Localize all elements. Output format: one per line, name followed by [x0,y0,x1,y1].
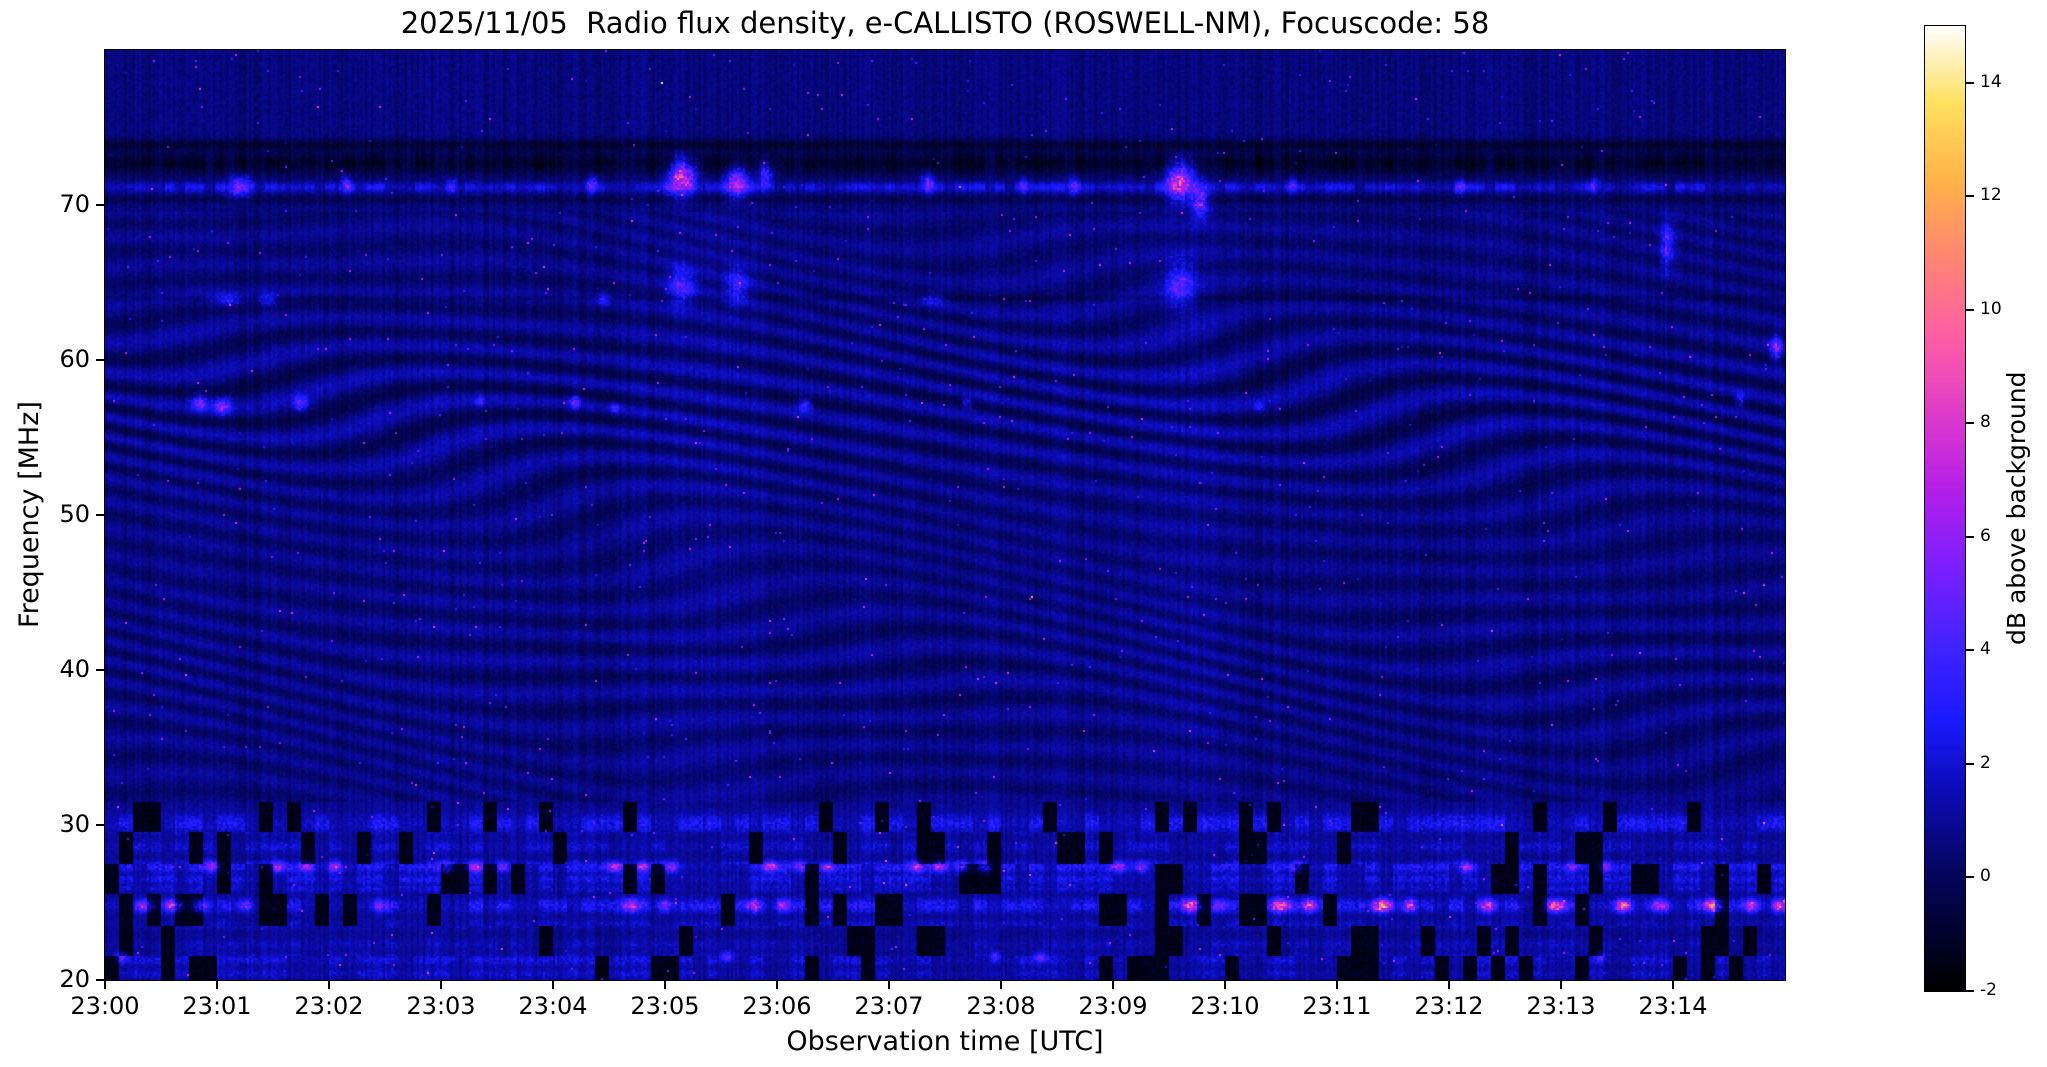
x-tick-mark [1448,981,1450,989]
colorbar-tick-mark [1966,649,1974,652]
x-tick-label: 23:03 [406,992,476,1020]
colorbar-tick-label: 10 [1980,298,2002,319]
chart-title: 2025/11/05 Radio flux density, e-CALLIST… [400,6,1490,40]
x-tick-mark [1672,981,1674,989]
x-tick-label: 23:13 [1526,992,1596,1020]
x-axis-label: Observation time [UTC] [786,1026,1104,1057]
colorbar-tick-mark [1966,535,1974,538]
colorbar-tick-label: -2 [1980,980,1997,1000]
x-tick-label: 23:08 [966,992,1036,1020]
x-tick-label: 23:00 [70,992,140,1020]
colorbar-tick-label: 14 [1980,71,2002,92]
colorbar-tick-mark [1966,81,1974,84]
x-tick-mark [216,981,218,989]
colorbar-tick-label: 8 [1980,412,1991,433]
x-tick-label: 23:06 [742,992,812,1020]
x-tick-mark [104,981,106,989]
colorbar-tick-mark [1966,195,1974,198]
spectrogram-canvas [104,49,1786,981]
x-tick-label: 23:11 [1302,992,1372,1020]
x-tick-label: 23:09 [1078,992,1148,1020]
x-tick-mark [552,981,554,989]
x-tick-mark [1112,981,1114,989]
colorbar-tick-label: 6 [1980,525,1991,546]
x-tick-label: 23:14 [1638,992,1708,1020]
x-tick-mark [1336,981,1338,989]
x-tick-label: 23:10 [1190,992,1260,1020]
x-tick-label: 23:02 [294,992,364,1020]
x-tick-label: 23:12 [1414,992,1484,1020]
x-tick-mark [1560,981,1562,989]
colorbar-tick-label: 12 [1980,185,2002,206]
colorbar-tick-label: 4 [1980,639,1991,660]
x-tick-mark [664,981,666,989]
x-tick-mark [1000,981,1002,989]
x-tick-label: 23:04 [518,992,588,1020]
x-tick-mark [888,981,890,989]
x-tick-label: 23:07 [854,992,924,1020]
x-tick-mark [328,981,330,989]
y-axis-label: Frequency [MHz] [14,401,45,629]
colorbar-tick-label: 2 [1980,752,1991,773]
x-tick-label: 23:01 [182,992,252,1020]
colorbar-tick-mark [1966,308,1974,311]
x-tick-mark [776,981,778,989]
colorbar-canvas [1924,25,1966,992]
colorbar-tick-label: 0 [1980,866,1991,887]
x-tick-mark [1224,981,1226,989]
x-tick-mark [440,981,442,989]
colorbar-label: dB above background [2002,371,2031,646]
colorbar-tick-mark [1966,876,1974,879]
colorbar-tick-mark [1966,422,1974,425]
colorbar-tick-mark [1966,990,1974,992]
colorbar-tick-mark [1966,762,1974,765]
x-tick-label: 23:05 [630,992,700,1020]
